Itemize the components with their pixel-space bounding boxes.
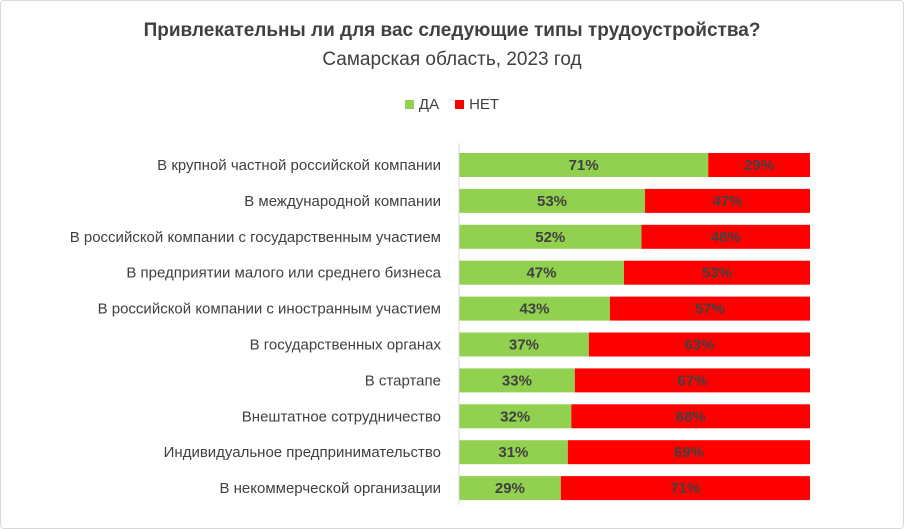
legend-label-no: НЕТ xyxy=(469,96,500,113)
data-label: 29% xyxy=(744,157,774,174)
legend-item-yes: ДА xyxy=(404,96,440,113)
data-label: 29% xyxy=(495,480,525,497)
chart-subtitle: Самарская область, 2023 год xyxy=(322,49,582,70)
data-label: 69% xyxy=(674,444,704,461)
data-label: 31% xyxy=(498,444,528,461)
data-label: 71% xyxy=(670,480,700,497)
data-label: 47% xyxy=(526,265,556,282)
data-label: 52% xyxy=(535,229,565,246)
bar-no xyxy=(623,260,810,285)
data-label: 37% xyxy=(509,337,539,354)
category-label: В российской компании с государственным … xyxy=(70,229,441,246)
bar-yes xyxy=(459,188,646,213)
data-label: 48% xyxy=(711,229,741,246)
bar-yes xyxy=(459,260,624,285)
legend-item-no: НЕТ xyxy=(455,96,499,113)
category-label: Индивидуальное предпринимательство xyxy=(164,444,441,461)
bar-yes xyxy=(459,153,709,177)
bar-no xyxy=(645,188,810,213)
data-label: 53% xyxy=(702,265,732,282)
category-label: В российской компании с иностранным учас… xyxy=(98,301,441,318)
bar-no xyxy=(588,332,810,357)
data-label: 53% xyxy=(537,193,567,210)
bar-no xyxy=(560,476,810,501)
legend-swatch-no xyxy=(455,100,465,109)
bar-yes xyxy=(459,368,575,393)
bar-no xyxy=(574,368,810,393)
category-label: В крупной частной российской компании xyxy=(157,157,441,174)
data-label: 63% xyxy=(684,337,714,354)
bar-no xyxy=(571,404,810,429)
legend-swatch-yes xyxy=(404,100,414,109)
category-label: В стартапе xyxy=(365,372,441,389)
data-label: 71% xyxy=(569,157,599,174)
data-label: 57% xyxy=(695,301,725,318)
bar-no xyxy=(641,224,810,249)
category-label: В международной компании xyxy=(244,193,441,210)
legend: ДА НЕТ xyxy=(0,96,904,113)
category-label: Внештатное сотрудничество xyxy=(242,408,441,425)
data-label: 33% xyxy=(502,372,532,389)
category-label: В государственных органах xyxy=(250,337,442,354)
category-label: В предприятии малого или среднего бизнес… xyxy=(126,265,441,282)
bar-yes xyxy=(459,404,572,429)
bar-yes xyxy=(459,440,568,465)
bar-no xyxy=(609,296,810,321)
bar-yes xyxy=(459,476,561,501)
category-label: В некоммерческой организации xyxy=(219,480,441,497)
bar-yes xyxy=(459,224,642,249)
bar-yes xyxy=(459,296,610,321)
data-label: 43% xyxy=(519,301,549,318)
bar-no xyxy=(567,440,810,465)
data-label: 67% xyxy=(677,372,707,389)
data-label: 68% xyxy=(676,408,706,425)
data-label: 32% xyxy=(500,408,530,425)
chart-title: Привлекательны ли для вас следующие типы… xyxy=(143,20,761,41)
legend-label-yes: ДА xyxy=(418,96,440,113)
bar-no xyxy=(708,153,810,177)
bar-yes xyxy=(459,332,589,357)
data-label: 47% xyxy=(712,193,742,210)
